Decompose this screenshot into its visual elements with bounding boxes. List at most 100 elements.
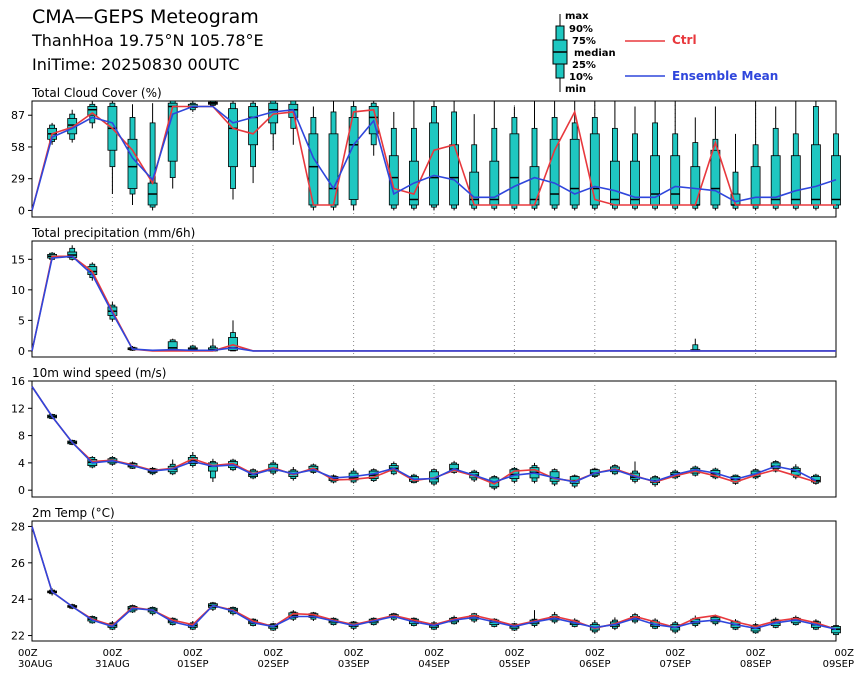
box-plot (207, 100, 218, 107)
box-inner (569, 138, 580, 206)
panel-title: 2m Temp (°C) (32, 506, 115, 520)
legend-p75-label: 75% (572, 36, 596, 47)
box-plot (670, 101, 681, 211)
x-tick-hour: 00Z (103, 648, 123, 659)
panel-frame (31, 240, 837, 358)
legend-mean-label: Ensemble Mean (672, 69, 779, 83)
x-tick-hour: 00Z (344, 648, 364, 659)
box-inner (589, 133, 600, 206)
box-inner (489, 160, 500, 206)
init-time-label: IniTime: 20250830 00UTC (32, 55, 240, 74)
y-tick-label: 15 (11, 253, 25, 266)
box-plot (429, 101, 439, 211)
box-plot (509, 106, 520, 211)
x-tick-hour: 00Z (18, 648, 38, 659)
box-plot (127, 104, 138, 205)
y-tick-label: 26 (11, 557, 25, 570)
box-inner (670, 155, 681, 206)
y-tick-label: 22 (11, 630, 25, 643)
box-plot (569, 101, 580, 211)
panel-title: 10m wind speed (m/s) (32, 366, 166, 380)
box-plot (610, 101, 620, 211)
box-inner (630, 160, 640, 206)
ctrl-line (31, 526, 837, 630)
box-inner (228, 337, 238, 351)
chart-title: CMA—GEPS Meteogram (32, 6, 259, 28)
box-inner (690, 166, 701, 206)
panel-0: Total Cloud Cover (%) 0 29 58 87 (11, 86, 841, 218)
x-tick-hour: 00Z (505, 648, 525, 659)
box-inner (167, 102, 178, 162)
x-tick-hour: 00Z (263, 648, 283, 659)
panel-title: Total Cloud Cover (%) (31, 86, 162, 100)
mean-line (31, 526, 837, 630)
box-plot (228, 101, 238, 200)
y-tick-label: 58 (11, 141, 25, 154)
y-tick-label: 87 (11, 109, 25, 122)
y-tick-label: 10 (11, 284, 25, 297)
legend-p10-label: 10% (569, 72, 593, 83)
box-plot (831, 624, 841, 636)
box-plot (529, 610, 540, 628)
y-tick-label: 4 (18, 457, 25, 470)
y-tick-label: 0 (18, 204, 25, 217)
box-plot (790, 101, 801, 211)
legend-median-label: median (574, 48, 616, 59)
x-tick-date: 07SEP (659, 659, 690, 670)
legend-box-key (552, 14, 568, 92)
box-plot (730, 133, 741, 211)
box-plot (811, 101, 821, 211)
x-tick-hour: 00Z (746, 648, 766, 659)
y-tick-label: 29 (11, 173, 25, 186)
x-tick-date: 05SEP (499, 659, 530, 670)
box-plot (831, 101, 841, 211)
box-inner (429, 122, 439, 206)
mean-line (31, 255, 836, 352)
x-tick-date: 31AUG (95, 659, 130, 670)
y-tick-label: 28 (11, 520, 25, 533)
box-plot (388, 111, 399, 211)
box-inner (248, 106, 259, 146)
x-tick-hour: 00Z (834, 648, 854, 659)
box-inner (328, 133, 339, 206)
y-tick-label: 0 (18, 345, 25, 358)
y-tick-label: 5 (18, 314, 25, 327)
ctrl-line (31, 105, 836, 211)
legend-min-label: min (565, 84, 586, 95)
x-tick-date: 04SEP (418, 659, 449, 670)
x-tick-hour: 00Z (665, 648, 685, 659)
y-tick-label: 12 (11, 402, 25, 415)
box-inner (710, 149, 721, 206)
y-tick-label: 16 (11, 375, 25, 388)
box-inner (750, 166, 761, 206)
box-plot (268, 100, 279, 151)
box-plot (750, 101, 761, 211)
box-plot (690, 338, 701, 352)
box-inner (811, 144, 821, 206)
x-tick-hour: 00Z (424, 648, 444, 659)
box-inner (87, 106, 98, 116)
x-tick-date: 06SEP (579, 659, 610, 670)
x-tick-date: 09SEP (823, 659, 854, 670)
legend-p90-label: 90% (569, 24, 593, 35)
panel-2: 10m wind speed (m/s) 0 4 8 12 16 (11, 366, 837, 498)
x-tick-hour: 00Z (585, 648, 605, 659)
box-inner (308, 133, 319, 206)
x-tick-date: 30AUG (18, 659, 53, 670)
box-outer (732, 171, 739, 209)
ctrl-line (31, 255, 836, 352)
box-plot (710, 106, 721, 211)
panel-title: Total precipitation (mm/6h) (31, 226, 195, 240)
box-plot (630, 106, 640, 211)
box-inner (509, 133, 520, 206)
y-tick-label: 24 (11, 593, 25, 606)
box-inner (348, 117, 359, 200)
box-inner (549, 138, 560, 206)
location-label: ThanhHoa 19.75°N 105.78°E (32, 31, 264, 50)
y-tick-label: 0 (18, 484, 25, 497)
x-tick-hour: 00Z (183, 648, 203, 659)
box-outer (149, 122, 156, 208)
box-plot (589, 101, 600, 211)
box-plot (549, 101, 560, 211)
